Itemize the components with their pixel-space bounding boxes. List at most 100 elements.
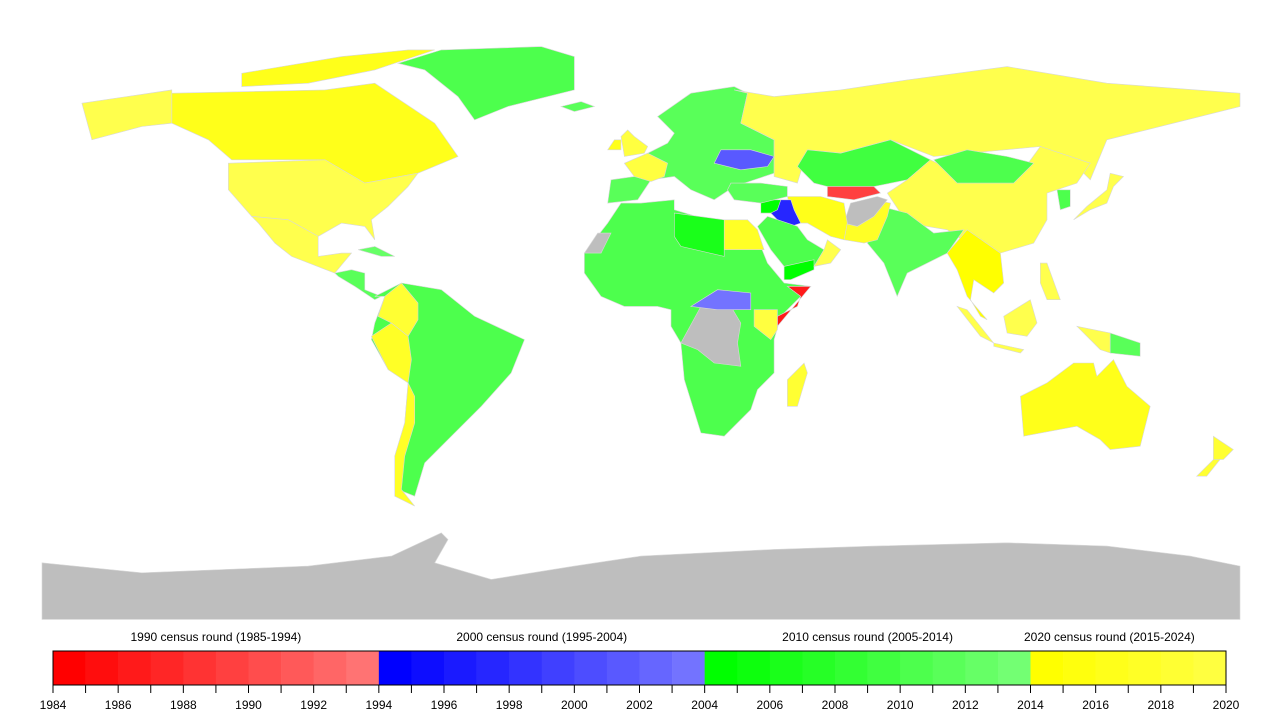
colorbar-tick-label: 2016 [1082, 698, 1110, 712]
colorbar-swatch-1994 [378, 651, 412, 685]
region-borneo [1003, 299, 1038, 337]
colorbar-tick-label: 2004 [691, 698, 719, 712]
region-greenland [396, 46, 575, 121]
region-ireland [607, 139, 622, 151]
region-canadian-arctic [241, 49, 435, 87]
region-new-zealand-north [1213, 435, 1234, 460]
colorbar-swatch-1998 [509, 651, 543, 685]
colorbar-swatch-2005 [737, 651, 771, 685]
colorbar-tick-label: 2018 [1147, 698, 1175, 712]
region-afghanistan [843, 196, 888, 227]
colorbar-tick-label: 2020 [1212, 698, 1240, 712]
region-new-zealand-south [1195, 459, 1221, 477]
colorbar-swatch-2000 [574, 651, 608, 685]
colorbar-swatch-2004 [704, 651, 738, 685]
colorbar-swatch-2009 [867, 651, 901, 685]
region-sumatra [956, 305, 994, 344]
colorbar-swatch-2015 [1063, 651, 1096, 685]
region-yemen [783, 259, 815, 281]
colorbar-tick-label: 1990 [235, 698, 262, 712]
colorbar-swatch-1986 [118, 651, 152, 685]
census-round-label: 2000 census round (1995-2004) [456, 630, 628, 644]
region-madagascar [787, 362, 808, 407]
colorbar-swatch-2006 [769, 651, 803, 685]
colorbar-swatch-1985 [85, 651, 119, 685]
colorbar-swatch-2017 [1128, 651, 1162, 685]
region-alaska [81, 89, 173, 141]
colorbar-swatch-2003 [672, 651, 705, 685]
region-united-kingdom [620, 129, 649, 157]
colorbar-tick-label: 1994 [365, 698, 393, 712]
colorbar-swatch-1987 [150, 651, 184, 685]
colorbar-swatch-1989 [215, 651, 249, 685]
region-philippines [1040, 262, 1061, 301]
colorbar-swatch-2007 [802, 651, 836, 685]
region-antarctica [41, 532, 1241, 620]
colorbar-swatch-2011 [932, 651, 966, 685]
census-round-label: 1990 census round (1985-1994) [130, 630, 302, 644]
census-round-label: 2010 census round (2005-2014) [782, 630, 953, 644]
region-indochina [946, 229, 1005, 320]
region-egypt [723, 219, 765, 250]
colorbar-swatch-1995 [411, 651, 445, 685]
colorbar-tick-label: 1992 [300, 698, 328, 712]
region-libya [673, 212, 725, 257]
colorbar-tick-label: 2006 [756, 698, 784, 712]
colorbar-tick-label: 2002 [626, 698, 653, 712]
colorbar-tick-label: 1998 [495, 698, 523, 712]
colorbar-swatch-2001 [606, 651, 640, 685]
region-oman [813, 239, 842, 267]
region-chile [394, 381, 416, 507]
region-japan [1073, 172, 1125, 221]
colorbar-swatch-1993 [346, 651, 380, 685]
colorbar-swatch-2012 [965, 651, 999, 685]
colorbar-tick-label: 1984 [39, 698, 67, 712]
colorbar-swatch-1997 [476, 651, 510, 685]
region-uzbekistan [827, 186, 882, 201]
census-round-label: 2020 census round (2015-2024) [1023, 630, 1195, 644]
colorbar-swatch-2018 [1160, 651, 1194, 685]
region-kenya [753, 309, 778, 341]
region-turkey [727, 182, 788, 204]
colorbar-swatch-1996 [444, 651, 477, 685]
colorbar-swatch-1988 [183, 651, 217, 685]
region-peru [371, 322, 412, 384]
colorbar-swatch-2010 [900, 651, 934, 685]
colorbar-swatch-1991 [281, 651, 314, 685]
colorbar-tick-label: 2000 [560, 698, 588, 712]
colorbar-swatch-2008 [835, 651, 868, 685]
colorbar-tick-label: 2010 [886, 698, 914, 712]
region-central-african-republic-south-sudan [690, 289, 752, 311]
colorbar-tick-label: 1986 [104, 698, 132, 712]
region-papua-new-guinea [1109, 332, 1141, 357]
region-korea [1056, 189, 1071, 211]
colorbar-tick-label: 1988 [169, 698, 197, 712]
region-mongolia [933, 149, 1035, 184]
region-iceland [560, 101, 596, 112]
country-regions [41, 46, 1241, 620]
colorbar-swatch-1990 [248, 651, 282, 685]
region-australia [1020, 359, 1151, 450]
colorbar-tick-label: 2012 [951, 698, 979, 712]
region-mexico [250, 216, 353, 274]
colorbar-swatch-1999 [541, 651, 575, 685]
colorbar-swatch-2019 [1193, 651, 1227, 685]
region-cuba [358, 246, 395, 257]
region-india [866, 206, 965, 298]
colorbar-swatch-2002 [639, 651, 673, 685]
colorbar-swatch-2014 [1030, 651, 1064, 685]
colorbar-swatch-1992 [313, 651, 347, 685]
region-java [993, 342, 1025, 354]
colorbar-tick-label: 2014 [1017, 698, 1044, 712]
colorbar-tick-label: 1996 [430, 698, 458, 712]
colorbar-tick-label: 2008 [821, 698, 849, 712]
colorbar-swatch-1984 [53, 651, 86, 685]
region-western-new-guinea [1075, 325, 1111, 354]
colorbar-swatch-2013 [997, 651, 1031, 685]
region-western-sahara [583, 232, 612, 254]
region-colombia [377, 282, 419, 337]
region-france [623, 152, 668, 182]
colorbar-swatch-2016 [1095, 651, 1129, 685]
color-bar-legend [52, 650, 1227, 693]
